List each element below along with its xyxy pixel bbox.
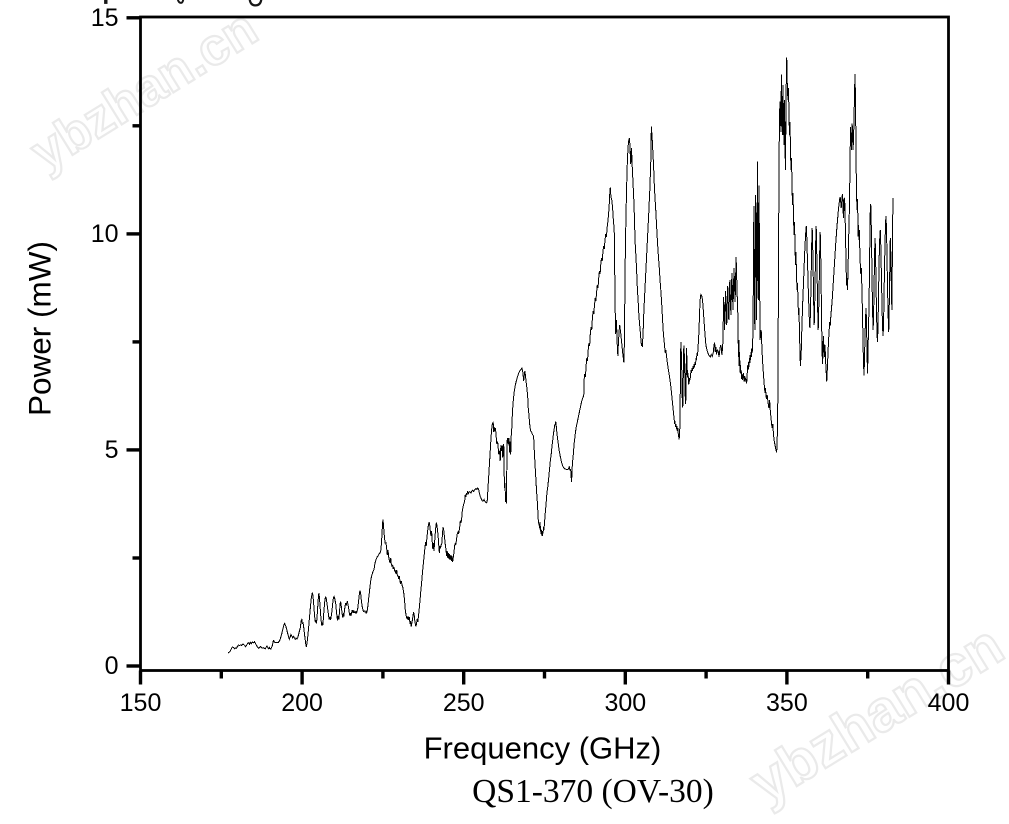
- svg-text:ybzhan.cn: ybzhan.cn: [21, 0, 268, 182]
- svg-text:Power (mW): Power (mW): [22, 241, 58, 416]
- svg-text:350: 350: [766, 689, 808, 717]
- svg-text:QS1-370 (OV-30): QS1-370 (OV-30): [472, 773, 714, 810]
- svg-text:150: 150: [120, 689, 162, 717]
- svg-text:250: 250: [443, 689, 485, 717]
- svg-text:400: 400: [928, 689, 970, 717]
- svg-text:0: 0: [105, 652, 119, 680]
- svg-text:300: 300: [604, 689, 646, 717]
- svg-text:10: 10: [91, 220, 119, 248]
- svg-text:5: 5: [105, 436, 119, 464]
- svg-text:200: 200: [281, 689, 323, 717]
- svg-text:15: 15: [91, 4, 119, 32]
- svg-text:Frequency (GHz): Frequency (GHz): [424, 731, 662, 766]
